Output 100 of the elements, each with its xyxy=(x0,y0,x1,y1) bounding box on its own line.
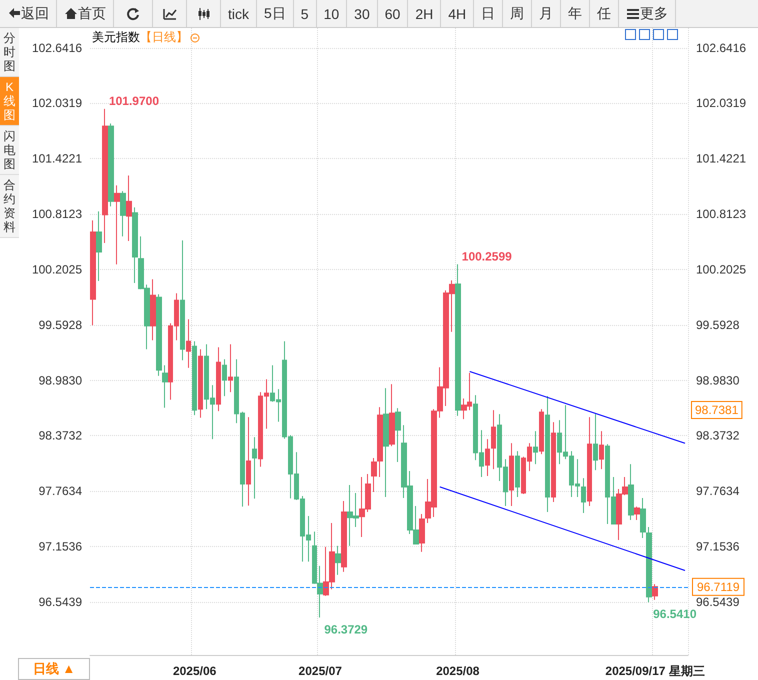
y-tick-label: 100.2025 xyxy=(32,262,82,276)
candlestick xyxy=(383,388,389,498)
candlestick xyxy=(216,346,221,412)
candlestick xyxy=(593,414,598,471)
text: 周 xyxy=(510,4,524,22)
candlestick xyxy=(419,513,425,552)
text: 首页 xyxy=(78,4,106,22)
y-tick-label: 98.9830 xyxy=(38,373,82,388)
annotation: 101.9700 xyxy=(108,94,160,108)
candlestick xyxy=(640,497,646,538)
text: 30 xyxy=(354,6,370,22)
candlestick xyxy=(108,123,114,207)
candlestick xyxy=(341,500,347,572)
candlestick xyxy=(120,190,126,237)
candlestick xyxy=(162,364,168,408)
text: 2H xyxy=(415,6,434,22)
y-tick-label: 102.0319 xyxy=(32,96,82,110)
candlestick xyxy=(90,220,96,326)
text: 更多 xyxy=(640,4,668,22)
y2-tick-label: 102.6416 xyxy=(696,40,746,55)
candlestick xyxy=(228,344,233,393)
text: 返回 xyxy=(21,4,49,22)
annotation: 96.3729 xyxy=(324,622,368,636)
x-tick-label: 2025/09/17 星期三 xyxy=(605,664,705,678)
candlestick xyxy=(335,545,341,576)
y-tick-label: 96.5439 xyxy=(38,594,82,609)
y2-tick-label: 98.9830 xyxy=(696,373,740,388)
candlestick xyxy=(491,410,496,470)
candlestick xyxy=(198,348,203,418)
x-tick-label: 2025/06 xyxy=(172,664,217,678)
y2-tick-label: 100.2025 xyxy=(696,262,746,276)
candlestick xyxy=(599,430,604,470)
candlestick xyxy=(545,396,550,512)
candlestick xyxy=(485,438,490,476)
text: 60 xyxy=(384,6,400,22)
text: 日 xyxy=(481,4,496,22)
candlestick xyxy=(222,358,227,397)
candlestick xyxy=(96,210,102,282)
candlestick xyxy=(186,318,191,368)
candlestick xyxy=(551,422,556,502)
candlestick xyxy=(192,340,197,416)
candlestick xyxy=(395,408,401,462)
y2-tick-label: 98.3732 xyxy=(696,428,740,443)
text: 日线 ▲ xyxy=(18,658,90,680)
y2-tick-label: 96.5439 xyxy=(696,594,740,609)
text: 年 xyxy=(568,4,582,22)
x-tick-label: 2025/08 xyxy=(436,664,480,678)
candlestick xyxy=(114,184,120,265)
candlestick xyxy=(246,416,251,506)
x-tick-label: 2025/07 xyxy=(298,664,342,678)
chart-subtitle: 【日线】 xyxy=(140,29,188,46)
candlestick xyxy=(634,506,640,520)
text: 98.7381 xyxy=(695,403,739,417)
candlestick xyxy=(652,584,658,600)
text: K线图 xyxy=(0,77,19,126)
text: 月 xyxy=(539,4,554,22)
candlestick xyxy=(509,442,514,506)
candlestick xyxy=(389,384,395,447)
y-tick-label: 98.3732 xyxy=(38,428,82,443)
chart-title: 美元指数 xyxy=(92,29,140,46)
y-tick-label: 102.6416 xyxy=(32,40,82,55)
annotation: 100.2599 xyxy=(462,249,512,264)
y2-tick-label: 102.0319 xyxy=(696,96,746,110)
candlestick xyxy=(156,294,162,376)
y2-tick-label: 100.8123 xyxy=(696,207,746,222)
y-tick-label: 97.7634 xyxy=(38,484,82,498)
candlestick xyxy=(533,430,538,465)
text: 5日 xyxy=(264,4,286,22)
y2-tick-label: 101.4221 xyxy=(696,152,746,166)
y2-tick-label: 99.5928 xyxy=(696,318,740,332)
text: 分时图 xyxy=(0,28,19,77)
candlestick xyxy=(180,240,185,361)
candlestick xyxy=(377,406,383,478)
candlestick xyxy=(539,408,544,455)
candlestick xyxy=(646,526,652,603)
y2-tick-label: 97.1536 xyxy=(696,540,740,554)
candlestick xyxy=(587,416,592,506)
candlestick xyxy=(132,206,138,284)
ref-line-label: 96.7119 xyxy=(697,580,740,594)
y2-tick-label: 97.7634 xyxy=(696,484,740,498)
text: 合约资料 xyxy=(0,175,19,238)
candlestick xyxy=(371,457,377,492)
text: 4H xyxy=(448,6,466,22)
candlestick xyxy=(252,436,257,500)
text: 任 xyxy=(597,4,612,22)
y-tick-label: 101.4221 xyxy=(32,152,82,166)
candlestick xyxy=(628,464,634,520)
text: 10 xyxy=(324,6,340,22)
candlestick xyxy=(581,478,586,514)
y-tick-label: 99.5928 xyxy=(38,318,82,332)
annotation: 96.5410 xyxy=(653,607,697,622)
text: tick xyxy=(228,6,249,22)
candlestick xyxy=(126,174,132,242)
y-tick-label: 97.1536 xyxy=(38,540,82,554)
text: 闪电图 xyxy=(0,126,19,175)
candlestick xyxy=(455,264,461,416)
candlestick xyxy=(102,108,108,244)
candlestick xyxy=(150,278,156,341)
y-tick-label: 100.8123 xyxy=(32,207,82,222)
candlestick xyxy=(515,450,520,498)
